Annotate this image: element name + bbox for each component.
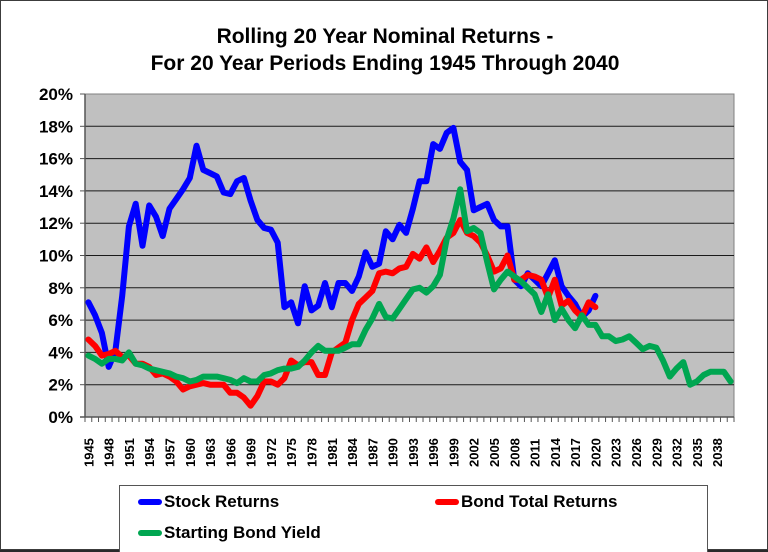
x-tick-label: 1966 xyxy=(223,438,238,467)
x-tick-label: 2035 xyxy=(690,438,705,467)
x-tick-label: 2011 xyxy=(528,439,543,467)
legend-item-starting-bond-yield: Starting Bond Yield xyxy=(138,523,321,543)
chart-title-line1: Rolling 20 Year Nominal Returns - xyxy=(216,25,554,48)
y-tick-label: 10% xyxy=(39,247,73,266)
y-tick-label: 8% xyxy=(48,279,73,298)
legend-label: Stock Returns xyxy=(164,492,280,511)
line-chart: 0% 2% 4% 6% 8% 10% 12% 14% 16% 18% 20% 1945 1948 1951… xyxy=(39,85,735,467)
legend-label: Starting Bond Yield xyxy=(164,523,321,542)
x-tick-label: 1945 xyxy=(81,438,96,467)
x-tick-label: 1975 xyxy=(284,438,299,467)
x-tick-label: 1972 xyxy=(264,438,279,467)
x-tick-label: 1954 xyxy=(142,437,157,467)
x-tick-label: 1948 xyxy=(102,438,117,467)
x-tick-label: 1969 xyxy=(244,438,259,467)
y-tick-label: 6% xyxy=(48,311,73,330)
legend-label: Bond Total Returns xyxy=(461,492,618,511)
series-line-bond-total-returns xyxy=(85,217,599,409)
x-tick-label: 1963 xyxy=(203,438,218,467)
x-tick-label: 2038 xyxy=(710,438,725,467)
y-tick-label: 4% xyxy=(48,343,73,362)
x-tick-label: 2008 xyxy=(507,438,522,467)
chart-legend: Stock Returns Bond Total Returns Startin… xyxy=(119,485,708,552)
x-tick-label: 2020 xyxy=(588,438,603,467)
legend-swatch-icon xyxy=(435,499,459,505)
chart-title-line2: For 20 Year Periods Ending 1945 Through … xyxy=(150,52,620,75)
y-tick-label: 16% xyxy=(39,150,73,169)
x-tick-label: 1987 xyxy=(365,438,380,467)
x-tick-label: 2002 xyxy=(467,438,482,467)
y-tick-label: 14% xyxy=(39,182,73,201)
legend-item-bond-total-returns: Bond Total Returns xyxy=(435,492,617,512)
y-tick-label: 20% xyxy=(39,85,73,104)
x-tick-label: 1984 xyxy=(345,437,360,467)
x-tick-label: 2017 xyxy=(568,438,583,467)
x-tick-label: 1990 xyxy=(386,438,401,467)
x-tick-label: 1960 xyxy=(183,438,198,467)
y-tick-label: 2% xyxy=(48,376,73,395)
chart-title: Rolling 20 Year Nominal Returns - For 20… xyxy=(1,23,768,77)
y-tick-label: 18% xyxy=(39,117,73,136)
x-tick-label: 1978 xyxy=(304,438,319,467)
legend-swatch-icon xyxy=(138,530,162,536)
x-tick-label: 2005 xyxy=(487,438,502,467)
x-tick-label: 1999 xyxy=(446,438,461,467)
x-tick-label: 1951 xyxy=(122,438,137,467)
y-tick-label: 12% xyxy=(39,214,73,233)
x-tick-label: 1996 xyxy=(426,438,441,467)
legend-item-stock-returns: Stock Returns xyxy=(138,492,279,512)
series-line-starting-bond-yield xyxy=(85,186,734,388)
x-tick-label: 2026 xyxy=(629,438,644,467)
x-tick-label: 1993 xyxy=(406,438,421,467)
x-tick-label: 2029 xyxy=(649,438,664,467)
series-line-stock-returns xyxy=(85,124,599,370)
x-tick-label: 2032 xyxy=(670,438,685,467)
y-tick-label: 0% xyxy=(48,408,73,427)
x-tick-label: 2023 xyxy=(609,438,624,467)
x-tick-label: 2014 xyxy=(548,437,563,467)
x-tick-label: 1981 xyxy=(325,438,340,467)
x-tick-label: 1957 xyxy=(163,438,178,467)
legend-swatch-icon xyxy=(138,499,162,505)
